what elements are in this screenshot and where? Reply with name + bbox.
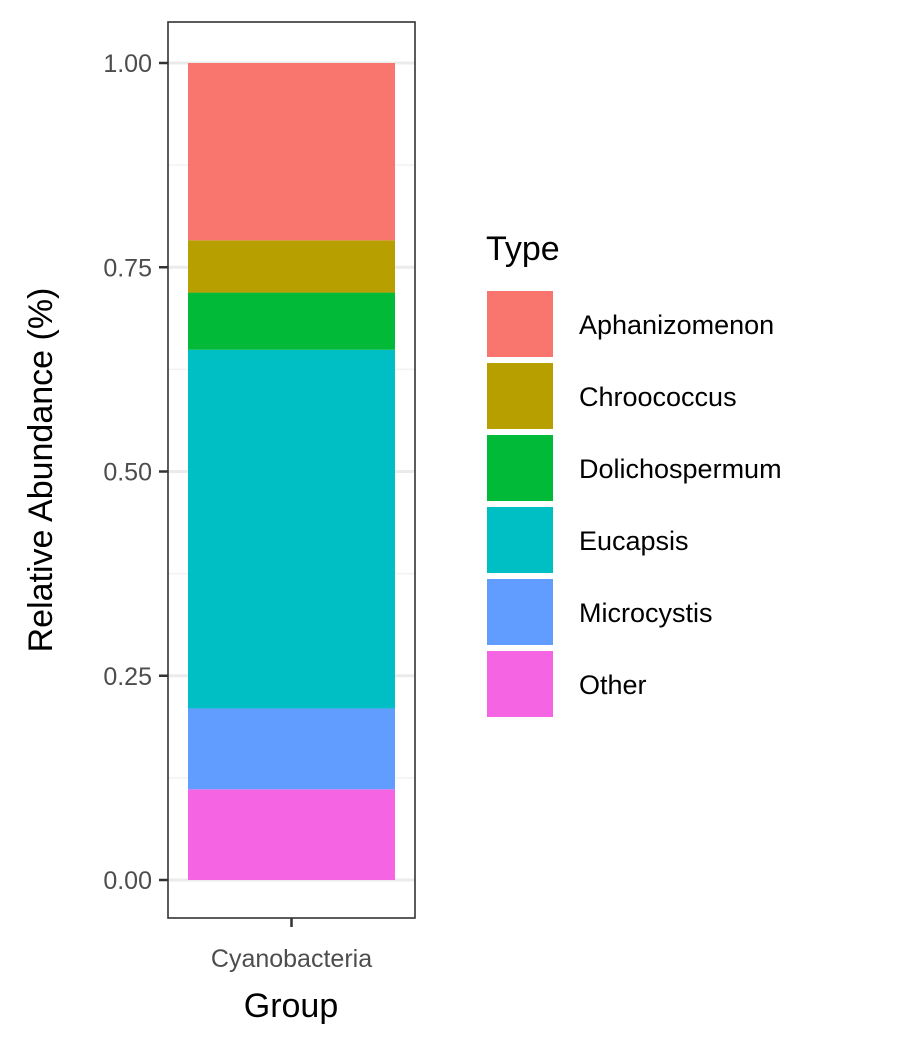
legend-label-other: Other: [579, 670, 647, 700]
legend-label-aphanizomenon: Aphanizomenon: [579, 310, 774, 340]
legend-label-microcystis: Microcystis: [579, 598, 713, 628]
legend-label-eucapsis: Eucapsis: [579, 526, 689, 556]
y-tick-label: 0.25: [103, 663, 152, 691]
legend-key-dolichospermum: [487, 435, 553, 501]
x-tick-label: Cyanobacteria: [211, 945, 372, 973]
bar-segments: [188, 63, 395, 880]
bar-segment-chroococcus: [188, 240, 395, 293]
y-tick-label: 1.00: [103, 50, 152, 78]
bar-segment-aphanizomenon: [188, 63, 395, 241]
legend-key-aphanizomenon: [487, 291, 553, 357]
bar-segment-dolichospermum: [188, 292, 395, 350]
legend-key-chroococcus: [487, 363, 553, 429]
y-axis: 0.00 0.25 0.50 0.75 1.00: [103, 50, 168, 895]
x-axis: Cyanobacteria: [211, 918, 372, 973]
legend-key-microcystis: [487, 579, 553, 645]
y-axis-title: Relative Abundance (%): [22, 288, 60, 653]
y-tick-label: 0.00: [103, 867, 152, 895]
bar-segment-eucapsis: [188, 349, 395, 709]
bar-segment-other: [188, 789, 395, 880]
x-axis-title: Group: [244, 987, 339, 1025]
legend-key-eucapsis: [487, 507, 553, 573]
legend-items: Aphanizomenon Chroococcus Dolichospermum Eu…: [487, 291, 782, 717]
legend: Type Aphanizomenon Chroococcus Dolichosper…: [486, 230, 782, 717]
legend-label-dolichospermum: Dolichospermum: [579, 454, 782, 484]
legend-title: Type: [486, 230, 560, 268]
y-tick-label: 0.50: [103, 459, 152, 487]
bar-segment-microcystis: [188, 708, 395, 790]
legend-label-chroococcus: Chroococcus: [579, 382, 737, 412]
y-tick-label: 0.75: [103, 254, 152, 282]
legend-key-other: [487, 651, 553, 717]
